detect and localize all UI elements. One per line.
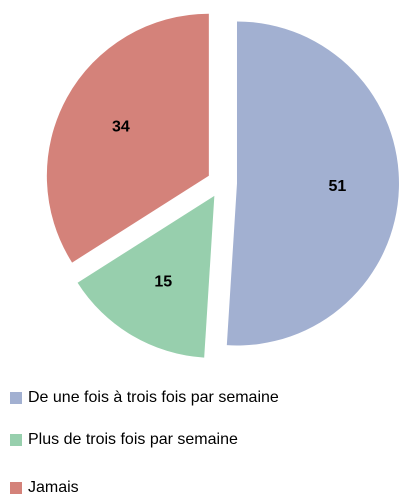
- data-label: 34: [112, 119, 130, 136]
- legend-label: Plus de trois fois par semaine: [28, 431, 238, 448]
- data-label: 15: [154, 274, 172, 291]
- legend-label: Jamais: [28, 479, 79, 496]
- legend-swatch: [10, 434, 22, 446]
- pie-slice: [226, 21, 399, 346]
- legend-swatch: [10, 392, 22, 404]
- legend-label: De une fois à trois fois par semaine: [28, 389, 279, 406]
- data-label: 51: [328, 178, 346, 195]
- pie-slice: [77, 195, 215, 358]
- legend-swatch: [10, 482, 22, 494]
- pie-slice: [46, 13, 209, 263]
